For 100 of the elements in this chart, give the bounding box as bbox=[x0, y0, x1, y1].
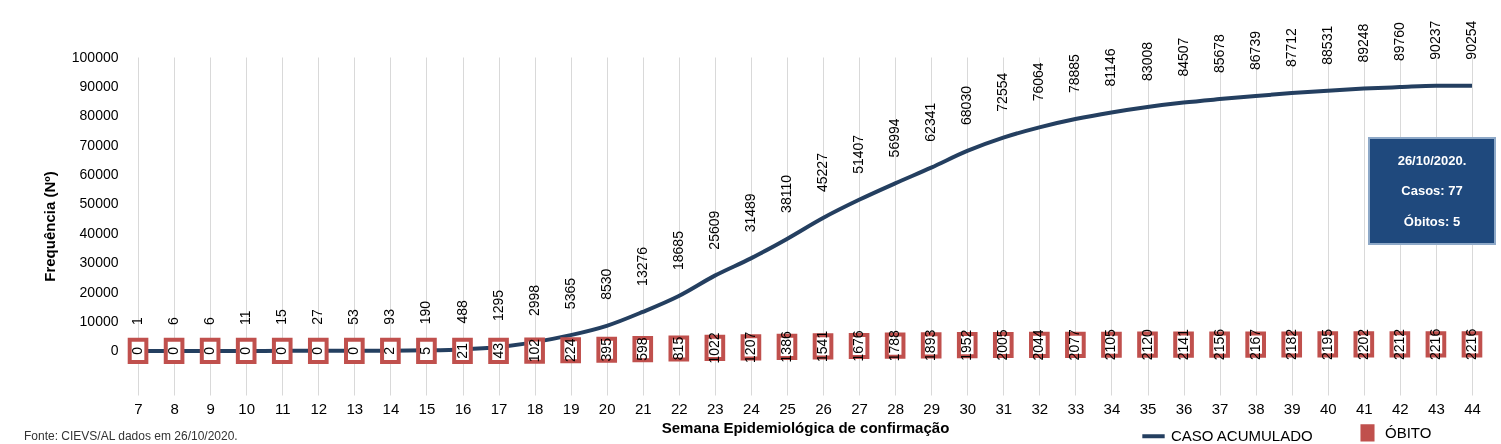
y-tick-label: 50000 bbox=[79, 195, 119, 212]
data-label: 0 bbox=[309, 346, 326, 355]
data-label: 1022 bbox=[705, 332, 722, 364]
y-tick-label: 60000 bbox=[79, 166, 119, 183]
data-label: 0 bbox=[201, 346, 218, 355]
data-label: 13276 bbox=[633, 246, 650, 286]
annotation: Óbitos: 5 bbox=[1402, 214, 1462, 230]
data-label: 43 bbox=[489, 342, 506, 359]
data-label: 81146 bbox=[1102, 48, 1119, 87]
data-label: 78885 bbox=[1066, 53, 1083, 94]
data-label: 53 bbox=[345, 308, 362, 325]
x-tick-label: 39 bbox=[1283, 399, 1301, 417]
x-tick-label: 28 bbox=[887, 399, 904, 417]
x-tick-label: 32 bbox=[1031, 399, 1049, 417]
data-label: 6 bbox=[165, 316, 182, 325]
data-label: 84507 bbox=[1174, 37, 1191, 77]
x-tick-label: 42 bbox=[1392, 399, 1409, 417]
data-label: 5 bbox=[417, 346, 434, 355]
data-label: 0 bbox=[345, 346, 362, 355]
y-tick-label: 30000 bbox=[79, 254, 119, 271]
data-label: 38110 bbox=[777, 174, 794, 213]
y-tick-label: 0 bbox=[110, 342, 119, 359]
data-label: 5365 bbox=[561, 277, 578, 310]
data-label: 56994 bbox=[886, 118, 903, 158]
data-label: 2 bbox=[381, 346, 398, 355]
x-tick-label: 19 bbox=[562, 399, 580, 417]
data-label: 2044 bbox=[1030, 329, 1047, 361]
data-label: 86739 bbox=[1246, 30, 1263, 70]
data-label: 2195 bbox=[1318, 328, 1335, 361]
x-tick-label: 11 bbox=[274, 399, 291, 417]
y-tick-label: 10000 bbox=[79, 313, 119, 330]
x-tick-label: 22 bbox=[670, 399, 688, 417]
data-label: 62341 bbox=[922, 102, 939, 142]
x-tick-label: 33 bbox=[1067, 399, 1085, 417]
data-label: 598 bbox=[633, 337, 650, 361]
data-label: 83008 bbox=[1138, 41, 1155, 81]
y-tick-label: 20000 bbox=[79, 283, 119, 300]
data-label: 27 bbox=[309, 309, 326, 325]
data-label: 2212 bbox=[1390, 328, 1407, 360]
annotation: 26/10/2020. bbox=[1396, 152, 1468, 168]
data-label: 18685 bbox=[669, 230, 686, 270]
data-label: 90254 bbox=[1462, 20, 1479, 60]
data-label: 51407 bbox=[850, 134, 867, 174]
y-tick-label: 80000 bbox=[79, 107, 119, 124]
data-label: 68030 bbox=[958, 85, 975, 125]
data-label: 395 bbox=[597, 337, 614, 362]
x-tick-label: 7 bbox=[134, 399, 143, 417]
x-tick-label: 9 bbox=[206, 399, 215, 417]
data-label: 2141 bbox=[1174, 328, 1191, 361]
x-tick-label: 26 bbox=[815, 399, 832, 417]
x-tick-label: 20 bbox=[598, 399, 616, 417]
data-label: 85678 bbox=[1210, 33, 1227, 74]
data-label: 31489 bbox=[741, 193, 758, 233]
x-tick-label: 37 bbox=[1211, 399, 1229, 417]
x-tick-label: 38 bbox=[1247, 399, 1265, 417]
data-label: 93 bbox=[381, 308, 398, 325]
data-label: 0 bbox=[129, 346, 146, 355]
y-tick-label: 90000 bbox=[79, 77, 119, 94]
data-label: 2202 bbox=[1354, 328, 1371, 361]
data-label: 87712 bbox=[1282, 27, 1299, 68]
data-label: 1893 bbox=[922, 329, 939, 361]
data-label: 1295 bbox=[489, 289, 506, 322]
data-label: 90237 bbox=[1426, 20, 1443, 60]
y-axis-title: Frequência (Nº) bbox=[40, 171, 58, 282]
data-label: 2216 bbox=[1462, 328, 1479, 360]
data-label: 224 bbox=[561, 338, 578, 362]
data-label: 1207 bbox=[741, 331, 758, 363]
data-label: 21 bbox=[453, 342, 470, 359]
x-tick-label: 40 bbox=[1319, 399, 1337, 417]
data-label: 45227 bbox=[814, 152, 831, 192]
x-tick-label: 31 bbox=[995, 399, 1013, 417]
x-tick-label: 24 bbox=[743, 399, 760, 417]
data-label: 1 bbox=[129, 316, 146, 325]
data-label: 0 bbox=[165, 346, 182, 355]
data-label: 72554 bbox=[994, 72, 1011, 112]
data-label: 1952 bbox=[958, 329, 975, 361]
x-tick-label: 18 bbox=[526, 399, 544, 417]
x-tick-label: 36 bbox=[1175, 399, 1193, 417]
data-label: 11 bbox=[237, 310, 254, 325]
annotation: Casos: 77 bbox=[1400, 183, 1464, 199]
data-label: 2998 bbox=[525, 284, 542, 317]
y-tick-label: 70000 bbox=[79, 136, 119, 153]
x-tick-label: 44 bbox=[1464, 399, 1481, 417]
data-label: 88531 bbox=[1318, 25, 1335, 65]
x-tick-label: 13 bbox=[346, 399, 364, 417]
data-label: 2167 bbox=[1246, 328, 1263, 361]
x-tick-label: 17 bbox=[490, 399, 508, 417]
data-label: 1541 bbox=[814, 330, 831, 362]
data-label: 190 bbox=[417, 300, 434, 325]
x-tick-label: 35 bbox=[1139, 399, 1157, 417]
x-tick-label: 34 bbox=[1103, 399, 1121, 417]
data-label: 8530 bbox=[597, 268, 614, 300]
data-label: 2105 bbox=[1102, 328, 1119, 361]
x-axis-title: Semana Epidemiológica de confirmação bbox=[661, 418, 950, 436]
x-tick-label: 30 bbox=[959, 399, 977, 417]
data-label: 2216 bbox=[1426, 328, 1443, 360]
data-label: 1386 bbox=[777, 331, 794, 363]
data-label: 25609 bbox=[705, 210, 722, 250]
data-label: 76064 bbox=[1030, 62, 1047, 102]
x-tick-label: 10 bbox=[238, 399, 256, 417]
